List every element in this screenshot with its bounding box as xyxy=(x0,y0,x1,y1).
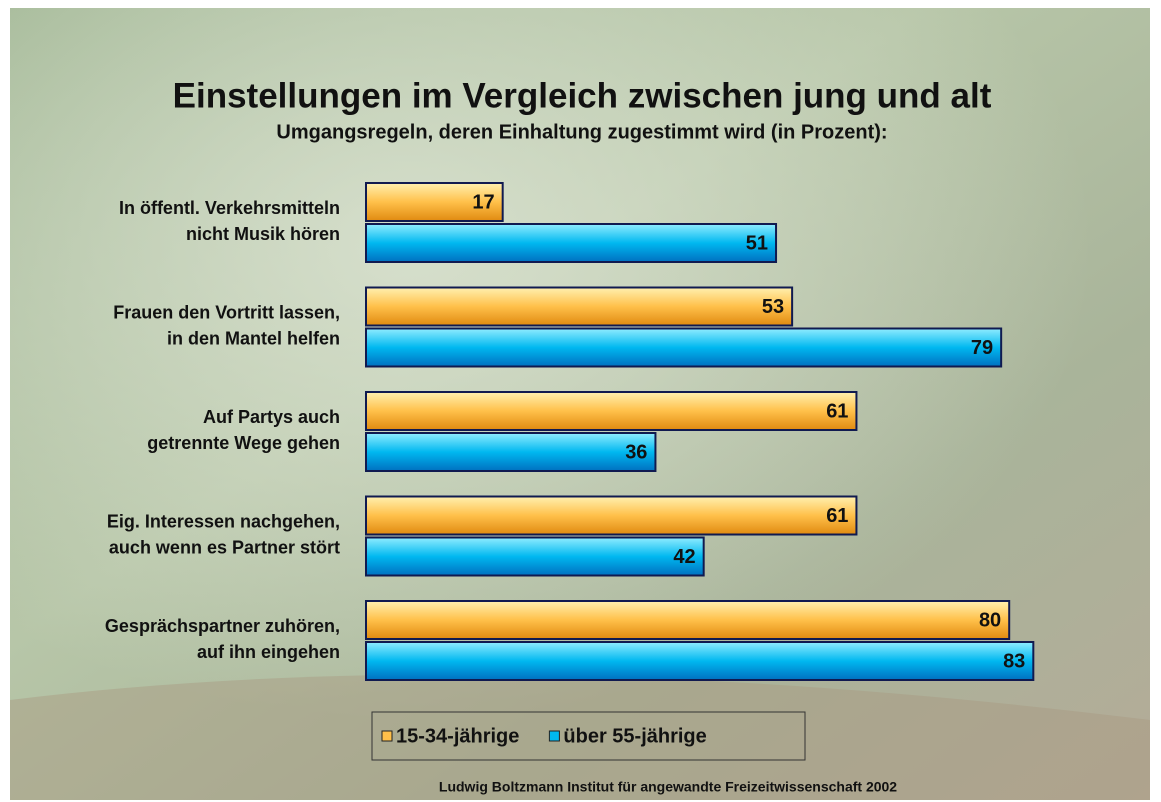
legend-swatch xyxy=(549,731,559,741)
value-label: 79 xyxy=(971,337,993,359)
value-label: 17 xyxy=(472,191,494,213)
legend-swatch xyxy=(382,731,392,741)
value-label: 42 xyxy=(673,546,695,568)
value-label: 61 xyxy=(826,400,848,422)
value-label: 51 xyxy=(746,232,768,254)
bar xyxy=(366,392,856,430)
bar xyxy=(366,497,856,535)
bar xyxy=(366,642,1033,680)
value-label: 80 xyxy=(979,609,1001,631)
bar xyxy=(366,538,704,576)
value-label: 36 xyxy=(625,441,647,463)
source-note: Ludwig Boltzmann Institut für angewandte… xyxy=(439,779,897,795)
chart: Einstellungen im Vergleich zwischen jung… xyxy=(0,0,1161,802)
chart-subtitle: Umgangsregeln, deren Einhaltung zugestim… xyxy=(276,121,887,143)
bar xyxy=(366,224,776,262)
bar xyxy=(366,433,655,471)
chart-title: Einstellungen im Vergleich zwischen jung… xyxy=(173,76,992,115)
bar xyxy=(366,329,1001,367)
legend-label: 15-34-jährige xyxy=(396,725,519,747)
value-label: 83 xyxy=(1003,650,1025,672)
bar xyxy=(366,601,1009,639)
value-label: 53 xyxy=(762,296,784,318)
legend-label: über 55-jährige xyxy=(563,725,706,747)
value-label: 61 xyxy=(826,505,848,527)
bar xyxy=(366,288,792,326)
